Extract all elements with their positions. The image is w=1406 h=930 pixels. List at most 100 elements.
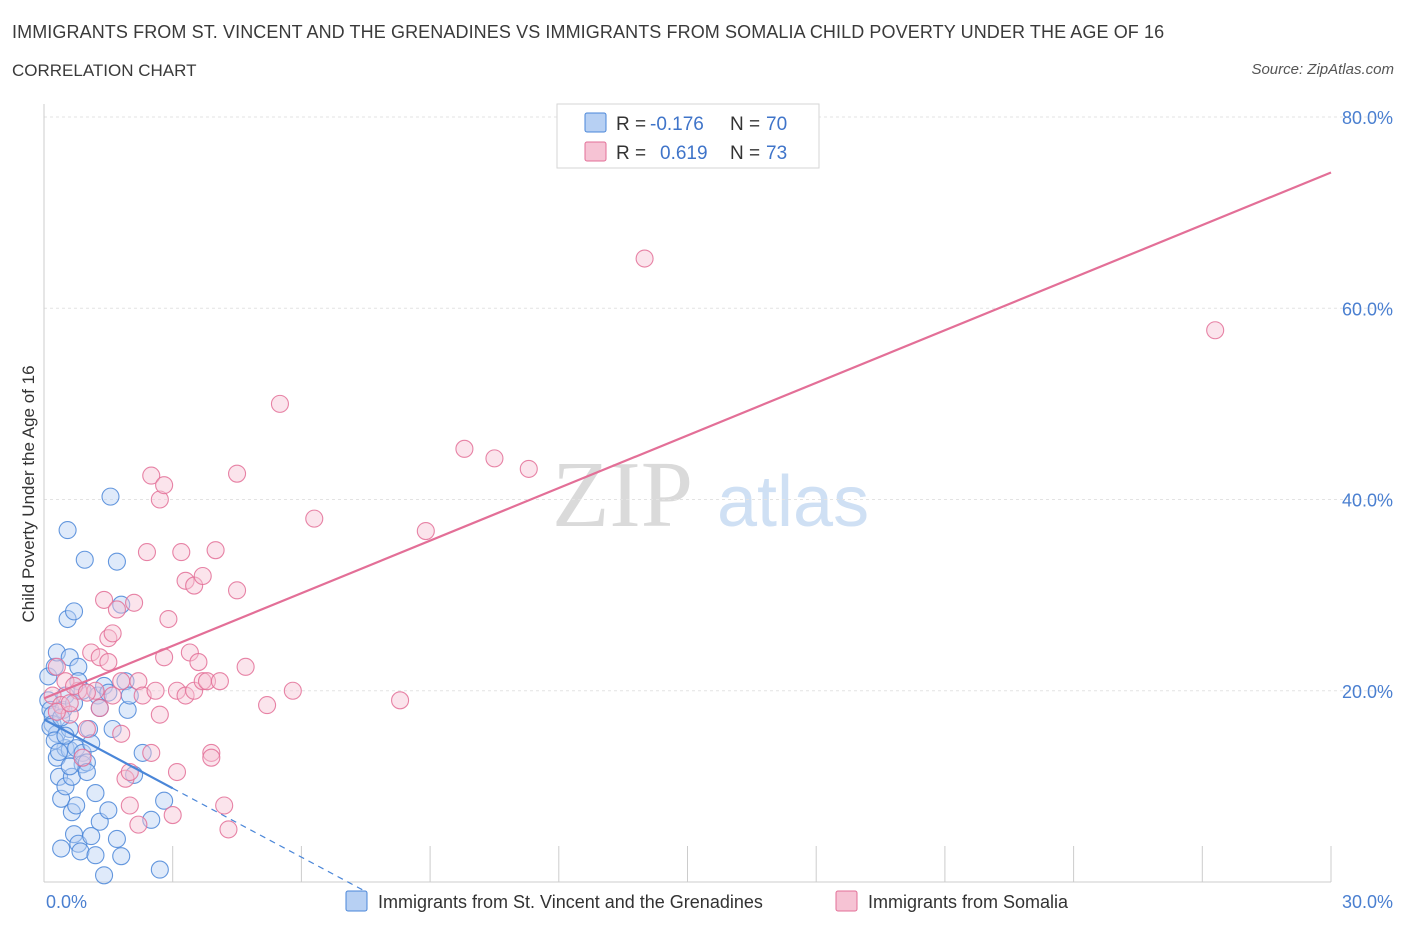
- pink-point-33: [155, 476, 174, 495]
- pink-point-60: [305, 509, 324, 528]
- y-axis-label: Child Poverty Under the Age of 16: [19, 365, 38, 622]
- blue-point-61: [150, 860, 169, 879]
- legend-r-value-blue: -0.176: [650, 114, 704, 135]
- blue-point-51: [107, 552, 126, 571]
- blue-point-26: [67, 796, 86, 815]
- grid-lines: [44, 116, 1391, 692]
- legend-n-label-pink: N =: [730, 143, 760, 164]
- blue-point-62: [155, 791, 174, 810]
- pink-point-47: [197, 672, 217, 691]
- pink-point-18: [112, 672, 131, 691]
- pink-point-48: [202, 743, 221, 762]
- trend-lines: [43, 171, 1332, 893]
- pink-point-49: [202, 748, 221, 767]
- y-tick-labels: 20.0% 40.0% 60.0% 80.0%: [1342, 108, 1393, 702]
- pink-point-14: [103, 624, 122, 643]
- watermark-atlas: atlas: [717, 462, 869, 542]
- blue-point-30: [71, 842, 90, 861]
- blue-point-64: [45, 731, 64, 750]
- pink-point-61: [391, 691, 410, 710]
- pink-point-53: [219, 820, 238, 839]
- blue-point-27: [69, 657, 88, 676]
- blue-point-17: [58, 609, 77, 629]
- pink-point-51: [210, 672, 229, 691]
- blue-point-11: [52, 839, 71, 858]
- pink-point-50: [206, 541, 225, 560]
- blue-point-50: [103, 719, 122, 739]
- series-legend: Immigrants from St. Vincent and the Gren…: [345, 890, 1069, 912]
- blue-point-55: [116, 672, 135, 691]
- pink-point-11: [95, 590, 114, 609]
- bottom-legend-label-blue: Immigrants from St. Vincent and the Gren…: [378, 892, 763, 912]
- pink-point-21: [120, 796, 139, 815]
- legend-r-label-pink: R =: [616, 143, 646, 164]
- blue-point-65: [49, 742, 69, 762]
- blue-point-48: [99, 801, 118, 820]
- pink-point-57: [258, 696, 277, 715]
- legend-swatch-pink: [584, 141, 607, 162]
- pink-point-52: [215, 796, 234, 815]
- pink-point-17: [112, 724, 131, 743]
- pink-point-40: [176, 571, 195, 590]
- blue-point-16: [58, 521, 77, 540]
- pink-point-64: [485, 449, 504, 468]
- legend-r-value-pink: 0.619: [660, 143, 708, 164]
- blue-point-56: [118, 700, 137, 719]
- pink-point-54: [228, 464, 247, 483]
- blue-point-46: [95, 866, 114, 885]
- pink-point-30: [150, 705, 169, 724]
- blue-point-49: [101, 487, 120, 506]
- pink-point-66: [635, 249, 654, 268]
- pink-point-58: [270, 394, 290, 413]
- y-tick-label-80: 80.0%: [1342, 108, 1393, 128]
- trend-line-blue-extension: [172, 787, 367, 893]
- pink-point-27: [142, 743, 161, 762]
- series-blue-points: [39, 487, 174, 885]
- pink-point-34: [159, 609, 178, 629]
- blue-point-23: [64, 602, 84, 621]
- x-axis-ticks: [172, 846, 1332, 882]
- bottom-legend-swatch-pink: [835, 890, 858, 912]
- chart-title: IMMIGRANTS FROM ST. VINCENT AND THE GREN…: [12, 22, 1165, 42]
- pink-point-38: [172, 543, 191, 562]
- pink-point-70: [47, 702, 66, 721]
- blue-point-40: [86, 784, 105, 803]
- legend-r-label-blue: R =: [616, 114, 646, 135]
- legend-n-value-pink: 73: [766, 143, 787, 164]
- pink-point-55: [228, 581, 247, 600]
- pink-point-1: [47, 657, 66, 676]
- pink-point-46: [193, 566, 212, 586]
- pink-point-26: [137, 543, 157, 562]
- pink-point-16: [107, 600, 126, 619]
- blue-point-53: [112, 847, 131, 866]
- pink-point-10: [90, 648, 109, 667]
- chart-source: Source: ZipAtlas.com: [1251, 61, 1394, 78]
- legend-swatch-blue: [584, 112, 607, 133]
- y-tick-label-40: 40.0%: [1342, 491, 1393, 511]
- blue-point-36: [77, 762, 96, 782]
- pink-point-6: [73, 748, 92, 767]
- trend-line-blue: [43, 718, 174, 790]
- pink-point-62: [416, 522, 435, 541]
- trend-line-pink: [43, 171, 1332, 700]
- pink-point-72: [90, 698, 109, 718]
- pink-point-67: [1206, 321, 1225, 340]
- pink-point-13: [99, 653, 118, 672]
- blue-point-34: [75, 550, 94, 569]
- y-tick-label-20: 20.0%: [1342, 682, 1393, 702]
- bottom-legend-label-pink: Immigrants from Somalia: [868, 892, 1069, 912]
- blue-point-15: [56, 777, 75, 796]
- pink-point-31: [150, 490, 169, 509]
- blue-point-39: [82, 827, 101, 846]
- series-pink-points: [43, 249, 1225, 839]
- pink-point-56: [236, 657, 255, 676]
- blue-point-52: [107, 829, 126, 849]
- pink-point-28: [142, 466, 161, 485]
- correlation-legend: R = -0.176 N = 70 R = 0.619 N = 73: [556, 103, 820, 169]
- pink-point-44: [189, 653, 208, 672]
- pink-point-23: [129, 672, 148, 691]
- x-tick-label-min: 0.0%: [46, 892, 87, 912]
- pink-point-24: [129, 815, 148, 834]
- legend-n-label-blue: N =: [730, 114, 760, 135]
